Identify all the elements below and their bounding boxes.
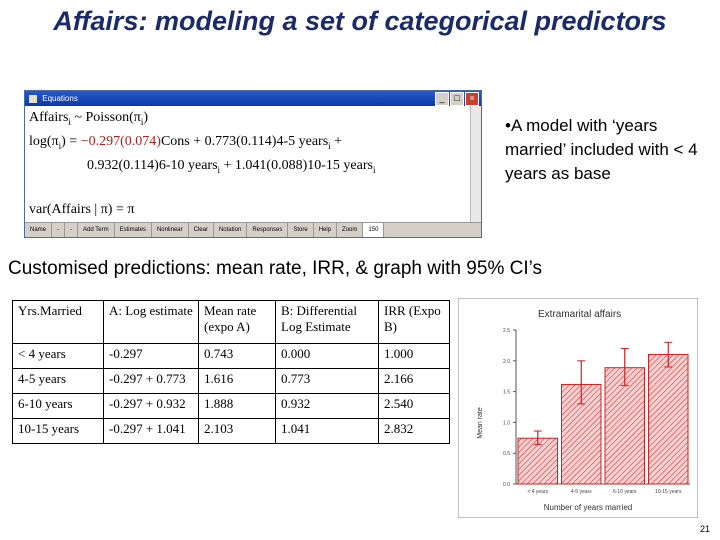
- eq2-plus: +: [330, 134, 343, 149]
- toolbar-responses-button[interactable]: Responses: [247, 223, 289, 237]
- table-cell: 2.166: [378, 368, 450, 394]
- table-cell: 2.103: [198, 418, 276, 444]
- table-row: 6-10 years -0.297 + 0.932 1.888 0.932 2.…: [12, 393, 450, 419]
- table-cell: 2.540: [378, 393, 450, 419]
- toolbar-add-term-button[interactable]: Add Term: [78, 223, 115, 237]
- minimize-icon[interactable]: _: [435, 92, 449, 106]
- eq3-var2: 10-15 years: [307, 158, 373, 173]
- header-b: B: Differential Log Estimate: [275, 300, 379, 344]
- equations-window-title: Equations: [42, 94, 78, 103]
- table-cell: 4-5 years: [12, 368, 104, 394]
- eq2-term[interactable]: Cons + 0.773(0.114): [160, 134, 277, 149]
- table-header-row: Yrs.Married A: Log estimate Mean rate (e…: [12, 300, 450, 344]
- equations-window[interactable]: Equations _ □ × Affairsi ~ Poisson(πi) log…: [24, 90, 482, 238]
- table-cell: 10-15 years: [12, 418, 104, 444]
- eq2-equals: ) =: [61, 134, 81, 149]
- slide-title: Affairs: modeling a set of categorical p…: [53, 6, 667, 36]
- y-tick-label: 0.5: [503, 451, 510, 457]
- y-tick-label: 2.5: [503, 328, 510, 334]
- y-axis-label: Mean rate: [477, 407, 484, 439]
- x-tick-label: 4-5 years: [571, 489, 592, 495]
- window-app-icon: [29, 94, 37, 103]
- x-tick-label: < 4 years: [527, 489, 548, 495]
- table-cell: 1.000: [378, 343, 450, 369]
- predictions-table: Yrs.Married A: Log estimate Mean rate (e…: [12, 300, 450, 444]
- maximize-icon[interactable]: □: [450, 92, 464, 106]
- y-tick-label: 1.5: [503, 390, 510, 396]
- table-cell: 1.888: [198, 393, 276, 419]
- eq2-var: 4-5 years: [276, 134, 329, 149]
- bar: [517, 437, 558, 485]
- table-row: 4-5 years -0.297 + 0.773 1.616 0.773 2.1…: [12, 368, 450, 394]
- table-cell: -0.297 + 1.041: [103, 418, 199, 444]
- table-cell: 0.743: [198, 343, 276, 369]
- close-icon[interactable]: ×: [465, 92, 479, 106]
- eq2-intercept[interactable]: −0.297(0.074): [80, 134, 161, 149]
- toolbar-minus2-button[interactable]: -: [65, 223, 79, 237]
- x-axis-label: Number of years married: [544, 503, 632, 512]
- table-cell: -0.297 + 0.932: [103, 393, 199, 419]
- table-cell: -0.297 + 0.773: [103, 368, 199, 394]
- table-cell: 1.616: [198, 368, 276, 394]
- eq1-lhs: Affairs: [29, 110, 69, 125]
- bar-chart: Extramarital affairs Mean rate Number of…: [457, 297, 699, 519]
- toolbar-notation-button[interactable]: Notation: [214, 223, 248, 237]
- eq3-var: 6-10 years: [158, 158, 218, 173]
- bullet-text: •A model with ‘years married’ included w…: [505, 116, 698, 183]
- subheading: Customised predictions: mean rate, IRR, …: [8, 258, 542, 279]
- toolbar-minus-button[interactable]: -: [52, 223, 66, 237]
- table-row: 10-15 years -0.297 + 1.041 2.103 1.041 2…: [12, 418, 450, 444]
- toolbar-estimates-button[interactable]: Estimates: [115, 223, 152, 237]
- table-cell: 2.832: [378, 418, 450, 444]
- table-cell: < 4 years: [12, 343, 104, 369]
- table-cell: 0.932: [275, 393, 379, 419]
- equation-line-3: 0.932(0.114)6-10 yearsi + 1.041(0.088)10…: [87, 158, 376, 175]
- toolbar-clear-button[interactable]: Clear: [189, 223, 214, 237]
- chart-svg: Extramarital affairs Mean rate Number of…: [457, 297, 699, 519]
- equations-body: Affairsi ~ Poisson(πi) log(πi) = −0.297(…: [25, 106, 481, 222]
- eq2-log: log(π: [29, 134, 59, 149]
- table-cell: 1.041: [275, 418, 379, 444]
- equations-toolbar: Name - - Add Term Estimates Nonlinear Clear Not…: [25, 222, 481, 237]
- equation-line-4: var(Affairs | π) = π: [29, 202, 135, 217]
- header-a: A: Log estimate: [103, 300, 199, 344]
- chart-title: Extramarital affairs: [538, 309, 621, 320]
- bar: [648, 353, 689, 485]
- page-number: 21: [699, 524, 710, 534]
- vertical-scrollbar[interactable]: [470, 106, 481, 222]
- y-tick-label: 1.0: [503, 420, 510, 426]
- x-tick-label: 10-15 years: [655, 489, 682, 495]
- table-row: < 4 years -0.297 0.743 0.000 1.000: [12, 343, 450, 369]
- table-cell: -0.297: [103, 343, 199, 369]
- eq3-coef[interactable]: 0.932(0.114): [87, 158, 159, 173]
- table-cell: 0.000: [275, 343, 379, 369]
- header-mean: Mean rate (expo A): [198, 300, 276, 344]
- eq1-rhs: ~ Poisson(π: [70, 110, 141, 125]
- equation-line-1: Affairsi ~ Poisson(πi): [29, 110, 148, 127]
- equation-line-2: log(πi) = −0.297(0.074)Cons + 0.773(0.11…: [29, 134, 343, 151]
- toolbar-help-button[interactable]: Help: [314, 223, 338, 237]
- header-yrs: Yrs.Married: [12, 300, 104, 344]
- toolbar-zoom-select[interactable]: 150: [363, 223, 385, 237]
- table-cell: 0.773: [275, 368, 379, 394]
- toolbar-nonlinear-button[interactable]: Nonlinear: [152, 223, 189, 237]
- y-tick-label: 0.0: [503, 482, 510, 488]
- toolbar-zoom-label: Zoom: [337, 223, 364, 237]
- plot-area: 0.0 0.5 1.0 1.5 2.0 2.5 < 4 years 4-5 years 6-10…: [503, 328, 690, 495]
- equations-titlebar[interactable]: Equations _ □ ×: [25, 91, 481, 106]
- eq3-coef2[interactable]: + 1.041(0.088): [220, 158, 308, 173]
- toolbar-store-button[interactable]: Store: [288, 223, 314, 237]
- y-tick-label: 2.0: [503, 359, 510, 365]
- table-cell: 6-10 years: [12, 393, 104, 419]
- toolbar-name-button[interactable]: Name: [25, 223, 53, 237]
- header-irr: IRR (Expo B): [378, 300, 450, 344]
- x-tick-label: 6-10 years: [613, 489, 637, 495]
